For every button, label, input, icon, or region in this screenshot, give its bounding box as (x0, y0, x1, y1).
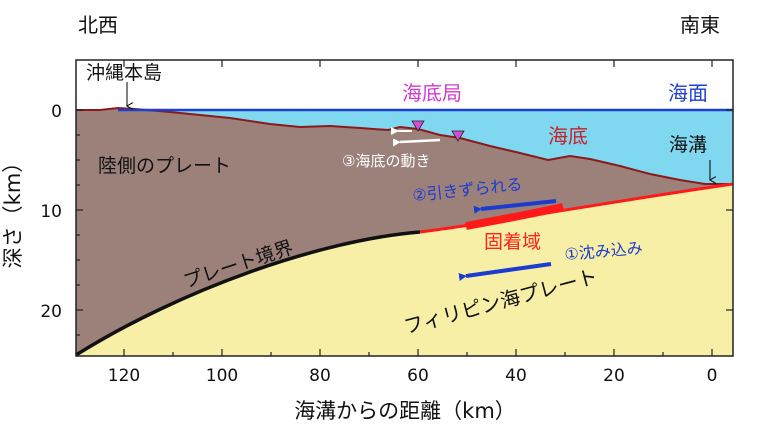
locked-zone-label: 固着域 (484, 231, 541, 253)
x-tick-label-60: 60 (407, 366, 429, 386)
x-tick-label-0: 0 (707, 366, 718, 386)
x-tick-label-100: 100 (206, 366, 238, 386)
philippine-sea-plate (76, 184, 733, 356)
dragged-arrow (473, 199, 557, 214)
seafloor-station-label: 海底局 (402, 81, 462, 105)
y-tick-label-10: 10 (40, 202, 62, 222)
y-tick-label-20: 20 (40, 302, 62, 322)
seafloor-motion-arrow-2 (392, 138, 441, 147)
seafloor-station-marker-2 (451, 130, 465, 142)
locked-zone-bar (465, 203, 564, 230)
northwest-label: 北西 (78, 13, 118, 37)
trench-label: 海溝 (669, 134, 707, 156)
plate-boundary-line (75, 230, 421, 357)
y-axis (76, 109, 733, 336)
y-axis-title: 深さ（km） (1, 152, 25, 269)
sinking-arrow (458, 262, 552, 281)
plot-frame (75, 59, 734, 357)
land-side-plate (76, 108, 733, 355)
y-tick-label-0: 0 (51, 102, 62, 122)
seafloor-label: 海底 (548, 124, 588, 148)
x-tick-label-20: 20 (603, 366, 625, 386)
southeast-label: 南東 (680, 13, 720, 37)
seafloor-station-marker-1 (411, 120, 425, 132)
seafloor-motion-label: ③海底の動き (342, 152, 430, 170)
shallow-plate-boundary-line (419, 182, 734, 234)
x-tick-label-120: 120 (108, 366, 140, 386)
x-tick-label-40: 40 (505, 366, 527, 386)
sea-surface-label: 海面 (668, 81, 708, 105)
okinawa-label: 沖縄本島 (86, 62, 162, 84)
land-plate-label: 陸側のプレート (98, 155, 231, 177)
x-tick-label-80: 80 (309, 366, 331, 386)
x-axis (123, 60, 713, 356)
x-axis-title: 海溝からの距離（km） (294, 399, 516, 423)
